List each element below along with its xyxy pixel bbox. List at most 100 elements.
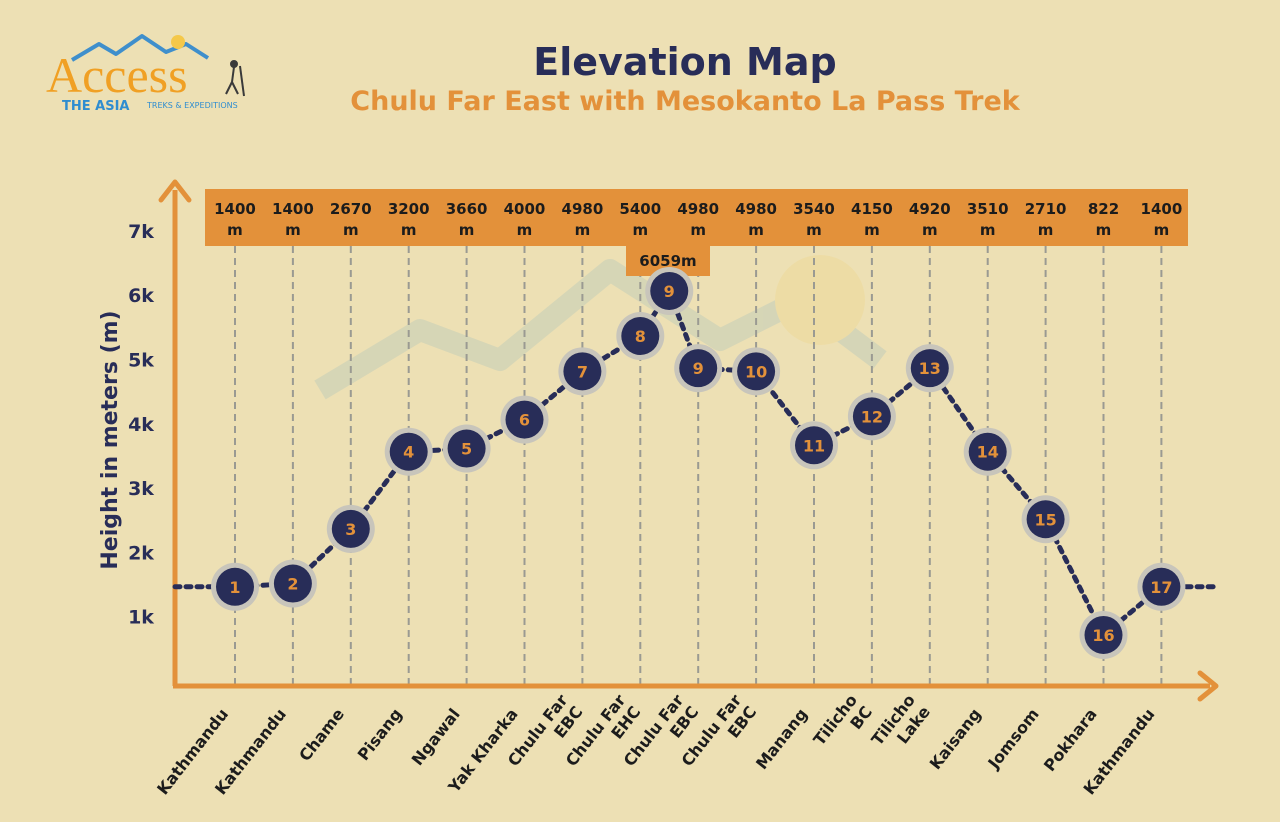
- y-tick-label: 2k: [128, 542, 154, 564]
- x-tick-label: Chulu FarEBC: [678, 691, 761, 782]
- y-tick-label: 6k: [128, 285, 154, 307]
- elevation-unit: m: [690, 221, 706, 239]
- day-marker-dot: [389, 432, 428, 471]
- day-marker-dot: [737, 352, 776, 391]
- elevation-value: 2670: [330, 200, 372, 218]
- x-tick-label: Chame: [295, 705, 348, 765]
- x-tick-label-line: Pokhara: [1040, 705, 1101, 775]
- elevation-value: 4980: [562, 200, 604, 218]
- day-marker: 7: [558, 347, 607, 396]
- day-marker-number: 2: [287, 575, 298, 594]
- elevation-unit: m: [1154, 221, 1170, 239]
- day-marker-number: 5: [461, 440, 472, 459]
- day-marker: 17: [1137, 562, 1186, 611]
- x-tick-label-line: Kaisang: [926, 705, 985, 773]
- day-marker: 13: [905, 344, 954, 393]
- elevation-value: 3540: [793, 200, 835, 218]
- day-marker: 2: [268, 559, 317, 608]
- day-marker-dot: [563, 352, 602, 391]
- elevation-value: 4000: [504, 200, 546, 218]
- day-marker-number: 12: [861, 407, 883, 426]
- elevation-unit: m: [980, 221, 996, 239]
- x-tick-label: Manang: [752, 705, 811, 773]
- elevation-unit: m: [575, 221, 591, 239]
- day-marker: 16: [1079, 610, 1128, 659]
- brand-logo: Access THE ASIA TREKS & EXPEDITIONS: [46, 34, 245, 114]
- day-marker-dot: [910, 349, 949, 388]
- logo-line2-text: THE ASIA: [62, 99, 129, 114]
- day-marker: 4: [384, 427, 433, 476]
- x-tick-label-line: Ngawal: [408, 705, 464, 769]
- day-marker-dot: [679, 349, 718, 388]
- day-marker-number: 7: [577, 362, 588, 381]
- y-tick-label: 5k: [128, 350, 154, 372]
- day-marker-number: 11: [803, 436, 825, 455]
- y-tick-label: 7k: [128, 221, 154, 243]
- day-marker-dot: [795, 426, 833, 465]
- page-subtitle: Chulu Far East with Mesokanto La Pass Tr…: [350, 86, 1020, 117]
- day-marker-number: 14: [977, 443, 999, 462]
- elevation-value: 4980: [735, 200, 777, 218]
- x-tick-label-line: Manang: [752, 705, 811, 773]
- elevation-value: 1400: [1141, 200, 1183, 218]
- day-marker-dot: [968, 432, 1007, 471]
- day-marker-number: 1: [229, 578, 240, 597]
- day-marker-dot: [621, 316, 660, 355]
- elevation-unit: m: [401, 221, 417, 239]
- day-marker-number: 3: [345, 520, 356, 539]
- elevation-value: 3660: [446, 200, 488, 218]
- day-marker: 5: [442, 424, 491, 473]
- x-tick-label: TilichoLake: [868, 691, 934, 761]
- elevation-value: 3200: [388, 200, 430, 218]
- x-tick-label: Pokhara: [1040, 705, 1101, 775]
- x-tick-label-line: Jomsom: [984, 705, 1043, 773]
- y-tick-label: 4k: [128, 414, 154, 436]
- elevation-unit: m: [285, 221, 301, 239]
- elevation-unit: m: [517, 221, 533, 239]
- day-marker-number: 13: [919, 359, 941, 378]
- day-marker: 9: [645, 266, 694, 315]
- day-marker-dot: [1084, 615, 1123, 654]
- day-marker-number: 17: [1150, 578, 1172, 597]
- elevation-value: 4920: [909, 200, 951, 218]
- elevation-unit: m: [864, 221, 880, 239]
- sun-logo-icon: [171, 35, 185, 49]
- day-marker-dot: [331, 509, 370, 548]
- day-marker: 6: [500, 395, 549, 444]
- elevation-value: 3510: [967, 200, 1009, 218]
- day-marker-dot: [447, 429, 486, 468]
- x-axis-arrow-icon: [1197, 670, 1219, 702]
- summit-label: 6059m: [639, 252, 696, 270]
- day-marker: 11: [790, 421, 838, 470]
- x-tick-label-line: Pisang: [354, 705, 406, 764]
- day-marker: 9: [674, 344, 723, 393]
- elevation-line: [172, 285, 1221, 639]
- day-marker: 10: [732, 347, 781, 396]
- day-marker-number: 16: [1092, 626, 1114, 645]
- elevation-value: 822: [1088, 200, 1119, 218]
- elevation-value: 1400: [272, 200, 314, 218]
- x-tick-label: TilichoBC: [810, 691, 876, 761]
- day-marker-dot: [1026, 500, 1065, 539]
- day-marker-number: 8: [635, 327, 646, 346]
- hiker-icon: [225, 60, 245, 97]
- day-marker: 14: [963, 427, 1012, 476]
- elevation-unit: m: [632, 221, 648, 239]
- day-marker-number: 9: [664, 282, 675, 301]
- y-axis-arrow-icon: [158, 179, 192, 203]
- y-tick-label: 3k: [128, 478, 154, 500]
- day-marker-number: 6: [519, 411, 530, 430]
- day-marker: 1: [211, 562, 259, 611]
- page-title: Elevation Map: [533, 40, 837, 84]
- elevation-bar: [205, 189, 1188, 246]
- elevation-unit: m: [748, 221, 764, 239]
- x-tick-label: Jomsom: [984, 705, 1043, 773]
- elevation-value: 1400: [214, 200, 256, 218]
- elevation-unit: m: [343, 221, 359, 239]
- day-marker: 8: [616, 311, 665, 360]
- elevation-unit: m: [227, 221, 243, 239]
- y-axis-label: Height in meters (m): [98, 310, 123, 569]
- day-marker-dot: [216, 567, 254, 606]
- elevation-unit: m: [1096, 221, 1112, 239]
- day-marker: 12: [847, 392, 896, 441]
